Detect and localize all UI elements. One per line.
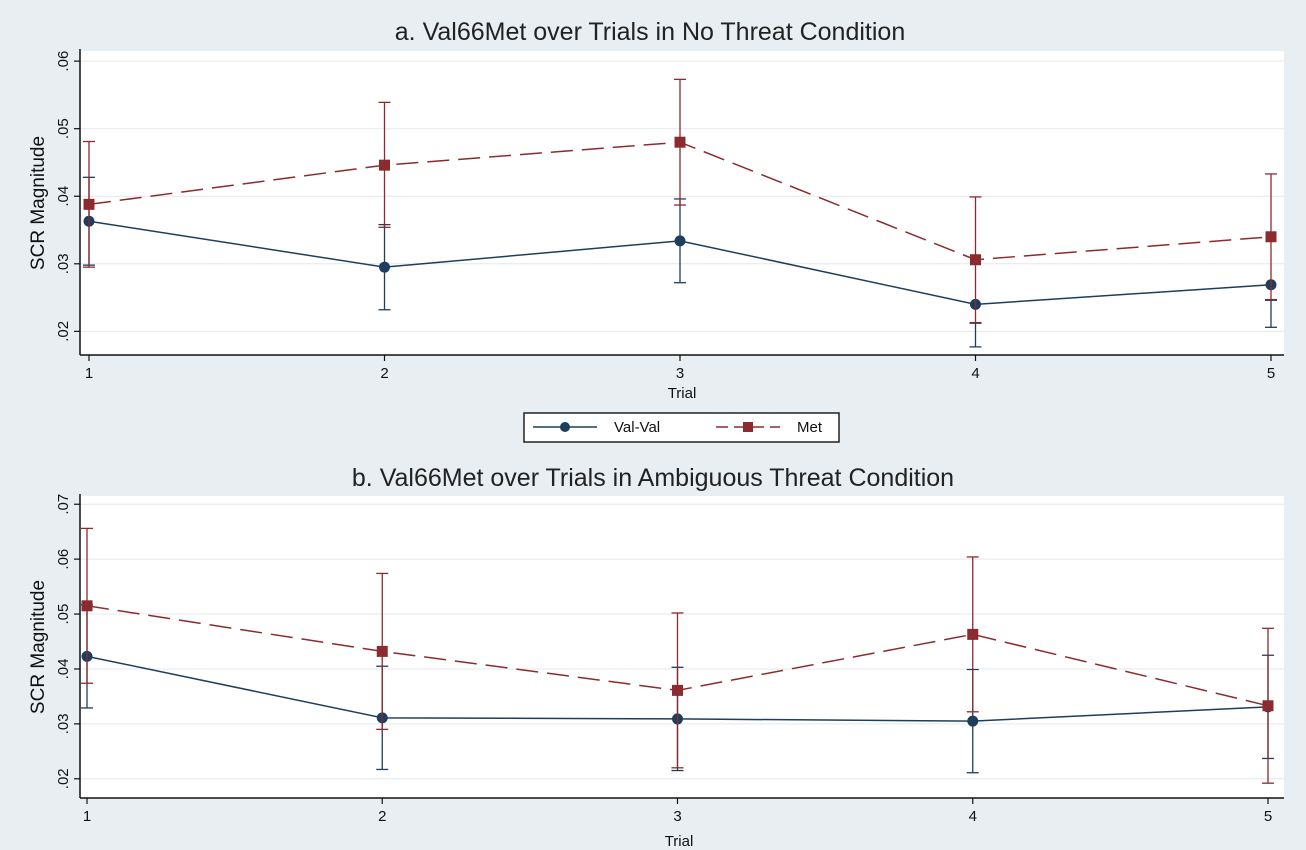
legend-val-label: Val-Val [614, 419, 660, 436]
x-tick-label: 4 [971, 365, 979, 382]
data-point-met [674, 136, 686, 148]
panel-a-plot-area [80, 51, 1284, 355]
legend-met-label: Met [797, 419, 823, 436]
y-tick-label: .03 [55, 253, 72, 274]
panel-b-grid [80, 503, 1284, 780]
panel-a-series [83, 78, 1277, 348]
x-tick-label: 1 [83, 808, 91, 825]
panel-a-x-axis-label: Trial [668, 385, 697, 402]
panel-b-x-axis: 1 2 3 4 5 [80, 797, 1284, 825]
y-tick-label: .04 [55, 186, 72, 207]
y-tick-label: .02 [55, 321, 72, 342]
panel-b-title: b. Val66Met over Trials in Ambiguous Thr… [352, 464, 954, 492]
data-point-met [1265, 231, 1277, 243]
y-tick-label: .02 [55, 768, 72, 789]
x-tick-label: 2 [378, 808, 386, 825]
data-point-met [83, 198, 95, 210]
panel-a-y-axis-label: SCR Magnitude [28, 136, 49, 270]
y-tick-label: .03 [55, 713, 72, 734]
y-tick-label: .06 [55, 51, 72, 72]
x-tick-label: 3 [676, 365, 684, 382]
x-tick-label: 3 [673, 808, 681, 825]
data-point-met [376, 645, 388, 657]
panel-a-x-axis: 1 2 3 4 5 [80, 354, 1284, 382]
panel-b-y-axis-label: SCR Magnitude [28, 580, 49, 714]
y-tick-label: .07 [55, 494, 72, 515]
y-tick-label: .04 [55, 659, 72, 680]
x-tick-label: 5 [1267, 365, 1275, 382]
legend-met-marker [743, 422, 753, 432]
y-tick-label: .06 [55, 549, 72, 570]
data-point-met [81, 600, 93, 612]
x-tick-label: 1 [85, 365, 93, 382]
data-point-met [970, 254, 981, 266]
data-point-val [379, 261, 390, 273]
panel-b-y-axis: .02 .03 .04 .05 .06 .07 [55, 494, 81, 798]
data-point-met [379, 159, 390, 171]
data-point-met [1262, 700, 1274, 712]
panel-a-grid [80, 60, 1284, 332]
x-tick-label: 2 [380, 365, 388, 382]
data-point-val [967, 715, 979, 727]
data-point-met [967, 628, 979, 640]
y-tick-label: .05 [55, 604, 72, 625]
panel-b-series [81, 527, 1274, 784]
legend: Val-Val Met [523, 412, 840, 443]
x-tick-label: 5 [1264, 808, 1272, 825]
data-point-met [672, 684, 683, 696]
series-met [81, 527, 1274, 784]
panel-b-ambiguous-threat: b. Val66Met over Trials in Ambiguous Thr… [28, 464, 1284, 850]
series-met [83, 78, 1277, 324]
legend-val-marker [560, 422, 570, 432]
panel-a-y-axis: .02 .03 .04 .05 .06 [55, 49, 81, 355]
panel-b-plot-area [80, 496, 1284, 798]
panel-b-x-axis-label: Trial [665, 833, 694, 850]
panel-a-no-threat: a. Val66Met over Trials in No Threat Con… [28, 18, 1284, 402]
x-tick-label: 4 [969, 808, 977, 825]
y-tick-label: .05 [55, 118, 72, 139]
panel-a-title: a. Val66Met over Trials in No Threat Con… [395, 18, 905, 46]
data-point-val [674, 235, 686, 247]
